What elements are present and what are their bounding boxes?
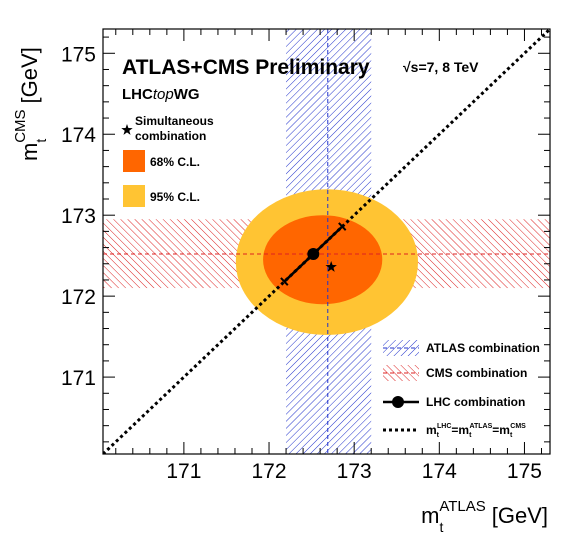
lhc-combination-point (307, 248, 320, 261)
legend-atlas-label: ATLAS combination (426, 341, 540, 355)
x-tick-label: 172 (252, 460, 287, 483)
x-axis-ticks: 171 172 173 174 175 (115, 29, 542, 483)
y-axis-ticks: 171 172 173 174 175 (61, 36, 550, 443)
group-label-suffix: WG (174, 86, 200, 103)
leg-eq-sup1: LHC (437, 423, 451, 430)
leg-eq-m2: m (458, 423, 469, 437)
x-tick-label: 171 (166, 460, 201, 483)
chart-title: ATLAS+CMS Preliminary (122, 56, 370, 79)
simultaneous-combination-star (325, 261, 337, 272)
legend-95-swatch (123, 185, 145, 207)
y-tick-label: 172 (61, 286, 96, 309)
x-axis-label-sub: t (439, 519, 443, 535)
x-tick-label: 173 (337, 460, 372, 483)
y-axis-label-unit: [GeV] (17, 47, 42, 103)
leg-eq-m1: m (426, 423, 437, 437)
leg-eq-sup2: ATLAS (469, 423, 492, 430)
y-tick-label: 175 (61, 43, 96, 66)
leg-eq-eq1: = (451, 423, 458, 437)
y-tick-label: 173 (61, 205, 96, 228)
y-tick-label: 171 (61, 367, 96, 390)
y-tick-label: 174 (61, 124, 96, 147)
legend-68-label: 68% C.L. (150, 155, 200, 169)
plot-frame (102, 28, 551, 455)
ellipse-68 (263, 215, 383, 305)
lhc-segment-tick-high (338, 222, 347, 231)
legend-cms-label: CMS combination (426, 366, 527, 380)
legend-equal-label: mtLHC=mtATLAS=mtCMS (426, 423, 526, 439)
y-axis-label-sup: CMS (12, 109, 29, 142)
legend-star-icon (121, 124, 133, 135)
leg-eq-eq2: = (492, 423, 499, 437)
group-label-italic: top (153, 86, 174, 103)
leg-eq-sub1: t (437, 432, 440, 439)
legend-lhc-point (392, 396, 404, 408)
legend-right: ATLAS combination CMS combination LHC co… (383, 340, 540, 439)
legend-95-label: 95% C.L. (150, 190, 200, 204)
leg-eq-sub3: t (510, 432, 513, 439)
leg-eq-sub2: t (469, 432, 472, 439)
x-axis-title: mt ATLAS [GeV] (421, 498, 548, 535)
legend-left: Simultaneous combination 68% C.L. 95% C.… (121, 114, 214, 207)
legend-sim-line2: combination (135, 129, 206, 143)
leg-eq-sup3: CMS (510, 423, 526, 430)
energy-label: √s=7, 8 TeV (403, 59, 479, 75)
legend-sim-line1: Simultaneous (135, 114, 214, 128)
x-axis-label-base: m (421, 503, 439, 528)
lhc-segment-tick-low (280, 277, 289, 286)
y-axis-label-sub: t (33, 139, 49, 143)
legend-68-swatch (123, 150, 145, 172)
y-axis-label-base: m (17, 143, 42, 161)
x-axis-label-unit: [GeV] (492, 503, 548, 528)
x-tick-label: 175 (507, 460, 542, 483)
x-tick-label: 174 (422, 460, 457, 483)
group-label-prefix: LHC (122, 86, 153, 103)
leg-eq-m3: m (499, 423, 510, 437)
x-axis-label-sup: ATLAS (439, 498, 485, 515)
legend-lhc-label: LHC combination (426, 395, 525, 409)
plot-area (103, 29, 550, 454)
y-axis-title: mt CMS [GeV] (12, 47, 49, 161)
group-label: LHCtopWG (122, 86, 200, 103)
